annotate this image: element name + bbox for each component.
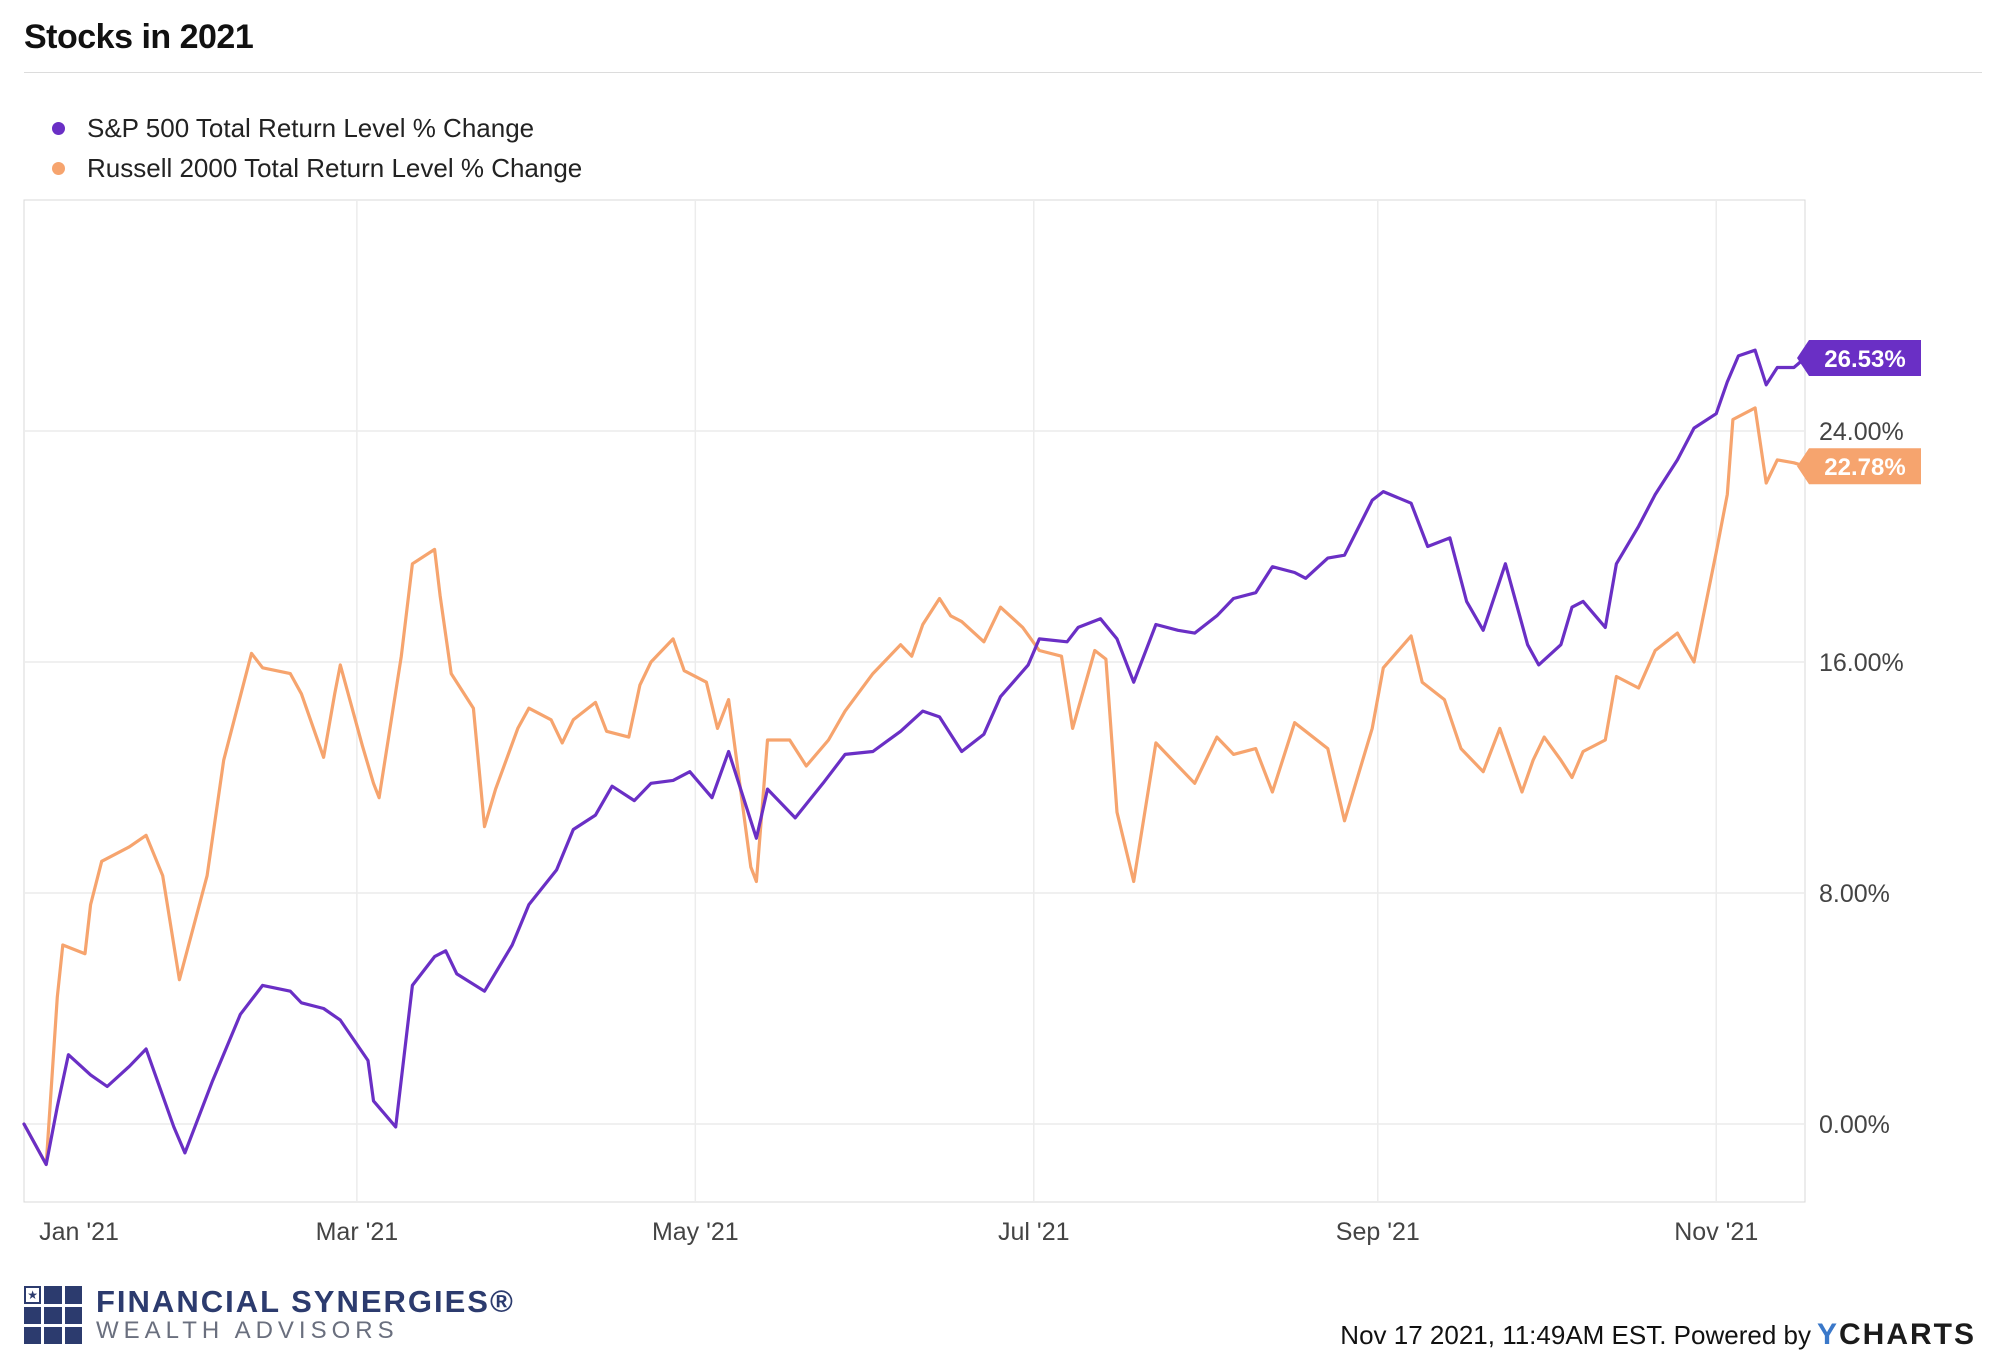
end-label-box xyxy=(1797,448,1921,485)
plot-area-border xyxy=(23,199,1806,1203)
x-tick-label: May '21 xyxy=(652,1218,739,1246)
series-line-0[interactable] xyxy=(22,348,1807,1167)
series-line-1[interactable] xyxy=(22,406,1807,1167)
y-tick-label: 0.00% xyxy=(1819,1111,1890,1139)
y-tick-label: 24.00% xyxy=(1819,418,1904,446)
legend-item-russell2000[interactable]: Russell 2000 Total Return Level % Change xyxy=(52,148,582,188)
end-label-0: 26.53% xyxy=(1797,339,1921,376)
footer-timestamp: Nov 17 2021, 11:49AM EST. Powered by xyxy=(1340,1320,1811,1350)
logo-name: FINANCIAL SYNERGIES® xyxy=(96,1284,515,1319)
x-axis: Jan '21 Mar '21 May '21 Jul '21 Sep '21 Nov '… xyxy=(39,1218,1758,1246)
ycharts-logo-y: Y xyxy=(1816,1318,1839,1351)
x-tick-label: Sep '21 xyxy=(1336,1218,1420,1246)
legend-label-russell2000: Russell 2000 Total Return Level % Change xyxy=(87,152,583,183)
footer: Nov 17 2021, 11:49AM EST. Powered by YCH… xyxy=(1340,1318,1976,1352)
x-tick-label: Mar '21 xyxy=(316,1218,399,1246)
end-label-1: 22.78% xyxy=(1797,448,1921,485)
x-tick-label: Nov '21 xyxy=(1674,1218,1758,1246)
end-label-text: 22.78% xyxy=(1824,454,1905,481)
ycharts-logo[interactable]: YCHARTS xyxy=(1817,1318,1976,1352)
y-tick-label: 8.00% xyxy=(1819,880,1890,908)
legend-item-sp500[interactable]: S&P 500 Total Return Level % Change xyxy=(52,108,582,148)
ycharts-logo-text: CHARTS xyxy=(1839,1318,1976,1351)
logo-mark-icon: ★ xyxy=(24,1286,82,1344)
end-labels: 22.78% 26.53% xyxy=(1797,339,1921,485)
logo-subtitle: WEALTH ADVISORS xyxy=(96,1317,399,1344)
title-divider xyxy=(24,72,1982,73)
y-tick-label: 16.00% xyxy=(1819,649,1904,677)
series-lines xyxy=(22,348,1807,1167)
legend: S&P 500 Total Return Level % Change Russ… xyxy=(52,108,582,188)
gridlines xyxy=(24,200,1805,1202)
x-tick-label: Jan '21 xyxy=(39,1218,119,1246)
x-tick-label: Jul '21 xyxy=(998,1218,1069,1246)
end-label-text: 26.53% xyxy=(1824,346,1905,373)
company-logo: ★ FINANCIAL SYNERGIES® WEALTH ADVISORS xyxy=(24,1286,515,1344)
legend-dot-russell2000 xyxy=(52,161,65,175)
chart-title: Stocks in 2021 xyxy=(24,18,254,56)
y-axis: 0.00% 8.00% 16.00% 24.00% xyxy=(1819,418,1904,1139)
legend-dot-sp500 xyxy=(52,121,65,135)
end-label-box xyxy=(1797,339,1921,376)
legend-label-sp500: S&P 500 Total Return Level % Change xyxy=(87,112,535,143)
